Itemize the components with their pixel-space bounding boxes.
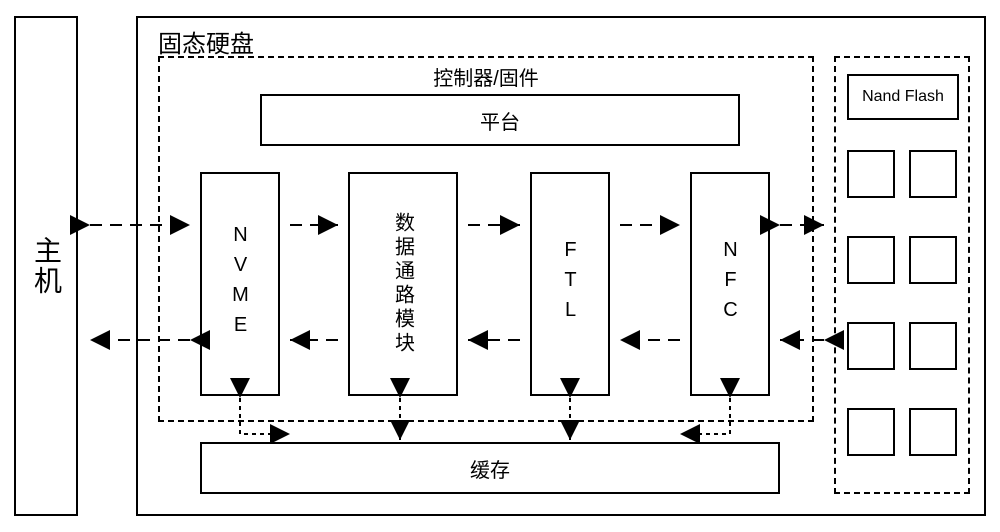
ftl-box: FTL: [530, 172, 610, 396]
nand-chip: [847, 236, 895, 284]
cache-box: 缓存: [200, 442, 780, 494]
platform-label: 平台: [480, 106, 520, 135]
ftl-label: FTL: [559, 239, 582, 329]
nand-chip: [847, 150, 895, 198]
nand-chip: [909, 236, 957, 284]
platform-box: 平台: [260, 94, 740, 146]
nand-chip: [847, 322, 895, 370]
host-box: 主机: [14, 16, 78, 516]
cache-label: 缓存: [470, 454, 510, 483]
datapath-box: 数据通路模块: [348, 172, 458, 396]
nand-label: Nand Flash: [862, 88, 944, 106]
ssd-title: 固态硬盘: [158, 24, 254, 59]
nand-chip: [909, 150, 957, 198]
controller-title: 控制器/固件: [158, 62, 814, 91]
nand-chip: [909, 322, 957, 370]
nvme-box: NVME: [200, 172, 280, 396]
nand-label-box: Nand Flash: [847, 74, 959, 120]
nand-chip: [909, 408, 957, 456]
host-label: 主机: [26, 236, 66, 296]
nfc-box: NFC: [690, 172, 770, 396]
nand-chip: [847, 408, 895, 456]
nfc-label: NFC: [719, 239, 742, 329]
datapath-label: 数据通路模块: [389, 212, 418, 356]
nvme-label: NVME: [229, 224, 252, 344]
